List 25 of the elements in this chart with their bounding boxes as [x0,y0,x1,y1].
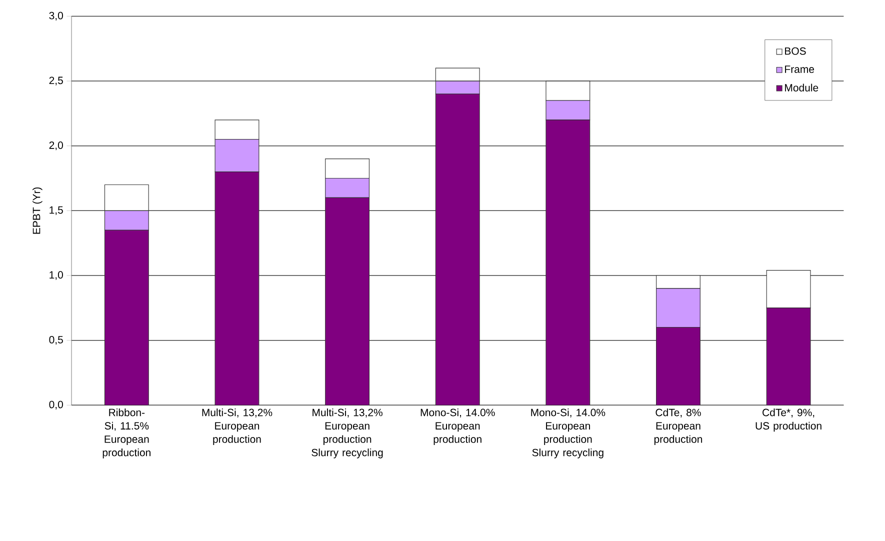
bar [214,172,260,406]
y-tick-label: 0,5 [49,336,63,345]
y-tick-label: 3,0 [49,12,63,21]
bar [656,327,700,406]
bar [104,230,149,406]
y-tick-label: 0,0 [49,401,63,410]
y-axis-title: EPBT (Yr) [32,188,42,234]
x-tick-label: CdTe, 8% European production [654,408,702,446]
bar [766,308,811,406]
y-tick-label: 2,5 [49,76,63,86]
legend-label: Frame [785,66,814,74]
x-tick-label: Multi-Si, 13,2% European production [202,408,272,446]
x-tick-label: Mono-Si, 14.0% European production Slurry recycling [531,408,606,459]
legend-label: BOS [785,48,806,56]
x-tick-label: Ribbon-Si, 11.5% European production [102,408,150,459]
legend-label: Module [785,84,818,92]
y-tick-label: 2,0 [49,142,63,150]
bar [325,198,370,406]
bar [546,120,590,406]
y-tick-label: 1,5 [50,206,63,216]
bar [435,94,480,406]
x-tick-label: Mono-Si, 14.0% European production [420,408,495,446]
x-tick-label: CdTe*, 9%, US production [756,408,822,432]
y-tick-label: 1,0 [50,271,63,280]
x-tick-label: Multi-Si, 13,2% European production Slurry recycling [312,408,383,459]
